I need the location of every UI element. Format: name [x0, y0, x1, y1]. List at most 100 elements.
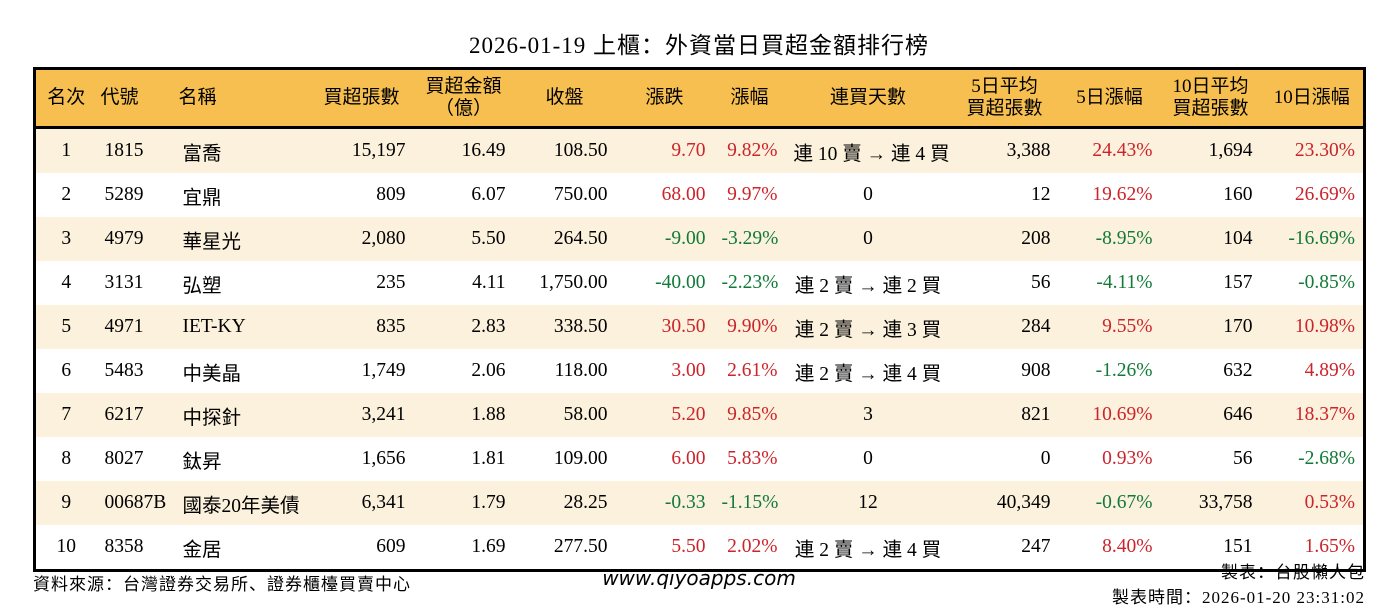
cell-net-buy-amount: 2.83: [471, 316, 506, 337]
cell-change-pct: 9.97%: [727, 184, 778, 205]
cell-change-10d: 10.98%: [1294, 316, 1355, 337]
cell-close: 750.00: [553, 184, 608, 205]
cell-change-pct: -3.29%: [721, 228, 779, 249]
cell-name: 富喬: [182, 143, 222, 165]
cell-change-10d: 23.30%: [1294, 140, 1355, 161]
cell-change: 3.00: [671, 360, 706, 381]
cell-code: 6217: [104, 404, 144, 425]
table-body: 1 1815 富喬 15,197 16.49 108.50 9.70 9.82% 連 10 賣 …: [34, 127, 1365, 571]
cell-change-10d: -16.69%: [1288, 228, 1355, 249]
cell-change: 9.70: [671, 140, 706, 161]
cell-change-10d: -2.68%: [1298, 448, 1355, 469]
table-row: 3 4979 華星光 2,080 5.50 264.50 -9.00 -3.29% 0 208 -8…: [34, 217, 1365, 261]
cell-name: 金居: [182, 539, 222, 561]
cell-close: 338.50: [553, 316, 608, 337]
cell-avg10-net-buy-shares: 33,758: [1198, 492, 1253, 513]
cell-rank: 5: [61, 316, 72, 337]
cell-close: 264.50: [553, 228, 608, 249]
cell-rank: 1: [61, 140, 72, 161]
header-row: 名次 代號 名稱 買超張數 買超金額 （億） 收盤 漲跌 漲幅 連買天數 5日平均 買超張數 5日漲…: [34, 68, 1365, 129]
data-source-note: 資料來源：台灣證券交易所、證券櫃檯買賣中心: [33, 575, 411, 594]
cell-close: 28.25: [563, 492, 608, 513]
cell-change-10d: 1.65%: [1304, 536, 1355, 557]
cell-rank: 8: [61, 448, 72, 469]
column-header-change-pct: 漲幅: [713, 68, 786, 129]
cell-rank: 6: [61, 360, 72, 381]
cell-change-5d: 9.55%: [1102, 316, 1153, 337]
cell-avg5-net-buy-shares: 0: [1040, 448, 1051, 469]
cell-close: 277.50: [553, 536, 608, 557]
cell-avg5-net-buy-shares: 56: [1031, 272, 1051, 293]
cell-rank: 4: [61, 272, 72, 293]
cell-change-5d: -4.11%: [1096, 272, 1153, 293]
cell-code: 1815: [104, 140, 144, 161]
cell-close: 58.00: [563, 404, 608, 425]
column-header-avg5-net-buy-shares: 5日平均 買超張數: [950, 68, 1059, 129]
cell-code: 00687B: [104, 492, 167, 513]
cell-change-10d: 4.89%: [1304, 360, 1355, 381]
column-header-change-10d: 10日漲幅: [1260, 68, 1365, 129]
cell-change-pct: -2.23%: [721, 272, 779, 293]
cell-net-buy-amount: 1.79: [471, 492, 506, 513]
cell-rank: 10: [56, 536, 77, 557]
table-row: 7 6217 中探針 3,241 1.88 58.00 5.20 9.85% 3 821 10.69…: [34, 393, 1365, 437]
cell-name: 中美晶: [182, 363, 242, 385]
cell-name: IET-KY: [182, 316, 246, 337]
cell-net-buy-shares: 609: [376, 536, 406, 557]
cell-change: 68.00: [661, 184, 706, 205]
cell-close: 1,750.00: [539, 272, 608, 293]
cell-net-buy-shares: 1,656: [361, 448, 406, 469]
cell-avg5-net-buy-shares: 12: [1031, 184, 1051, 205]
cell-consecutive-buy-days: 連 2 賣 → 連 4 買: [794, 539, 942, 561]
cell-change-5d: 24.43%: [1092, 140, 1153, 161]
column-header-net-buy-amount: 買超金額 （億）: [413, 68, 514, 129]
cell-avg10-net-buy-shares: 646: [1223, 404, 1253, 425]
cell-net-buy-shares: 2,080: [361, 228, 406, 249]
cell-code: 5289: [104, 184, 144, 205]
cell-change-pct: 9.90%: [727, 316, 778, 337]
cell-avg10-net-buy-shares: 104: [1223, 228, 1253, 249]
cell-avg5-net-buy-shares: 284: [1021, 316, 1051, 337]
cell-avg10-net-buy-shares: 151: [1223, 536, 1253, 557]
generated-timestamp: 製表時間：2026-01-20 23:31:02: [1111, 588, 1365, 607]
cell-code: 3131: [104, 272, 144, 293]
cell-close: 118.00: [554, 360, 608, 381]
cell-name: 宜鼎: [182, 187, 222, 209]
cell-avg5-net-buy-shares: 3,388: [1006, 140, 1051, 161]
column-header-change-5d: 5日漲幅: [1058, 68, 1161, 129]
cell-name: 鈦昇: [182, 451, 222, 473]
cell-avg5-net-buy-shares: 208: [1021, 228, 1051, 249]
cell-change: -9.00: [664, 228, 706, 249]
cell-change-5d: 0.93%: [1102, 448, 1153, 469]
cell-avg10-net-buy-shares: 160: [1223, 184, 1253, 205]
cell-net-buy-shares: 235: [376, 272, 406, 293]
cell-consecutive-buy-days: 連 10 賣 → 連 4 買: [793, 143, 950, 165]
cell-avg10-net-buy-shares: 632: [1223, 360, 1253, 381]
cell-change-10d: 0.53%: [1304, 492, 1355, 513]
cell-net-buy-shares: 1,749: [361, 360, 406, 381]
cell-net-buy-amount: 1.81: [471, 448, 506, 469]
cell-net-buy-amount: 16.49: [461, 140, 506, 161]
cell-consecutive-buy-days: 連 2 賣 → 連 2 買: [794, 275, 942, 297]
cell-change-pct: 5.83%: [727, 448, 778, 469]
cell-code: 8027: [104, 448, 144, 469]
cell-change-pct: 2.61%: [727, 360, 778, 381]
cell-change-pct: 2.02%: [727, 536, 778, 557]
cell-code: 5483: [104, 360, 144, 381]
author-note: 製表：台股懶人包: [1221, 563, 1365, 582]
cell-change: 6.00: [671, 448, 706, 469]
table-row: 4 3131 弘塑 235 4.11 1,750.00 -40.00 -2.23% 連 2 賣 …: [34, 261, 1365, 305]
cell-change: 30.50: [661, 316, 706, 337]
cell-avg5-net-buy-shares: 247: [1021, 536, 1051, 557]
cell-change-pct: 9.82%: [727, 140, 778, 161]
cell-code: 8358: [104, 536, 144, 557]
cell-net-buy-amount: 2.06: [471, 360, 506, 381]
column-header-avg10-net-buy-shares: 10日平均 買超張數: [1160, 68, 1261, 129]
cell-net-buy-amount: 6.07: [471, 184, 506, 205]
cell-change-pct: -1.15%: [721, 492, 779, 513]
cell-consecutive-buy-days: 0: [863, 448, 873, 469]
cell-rank: 3: [61, 228, 72, 249]
table-row: 2 5289 宜鼎 809 6.07 750.00 68.00 9.97% 0 12 19.62% 1…: [34, 173, 1365, 217]
cell-avg10-net-buy-shares: 157: [1223, 272, 1253, 293]
cell-consecutive-buy-days: 0: [863, 228, 873, 249]
